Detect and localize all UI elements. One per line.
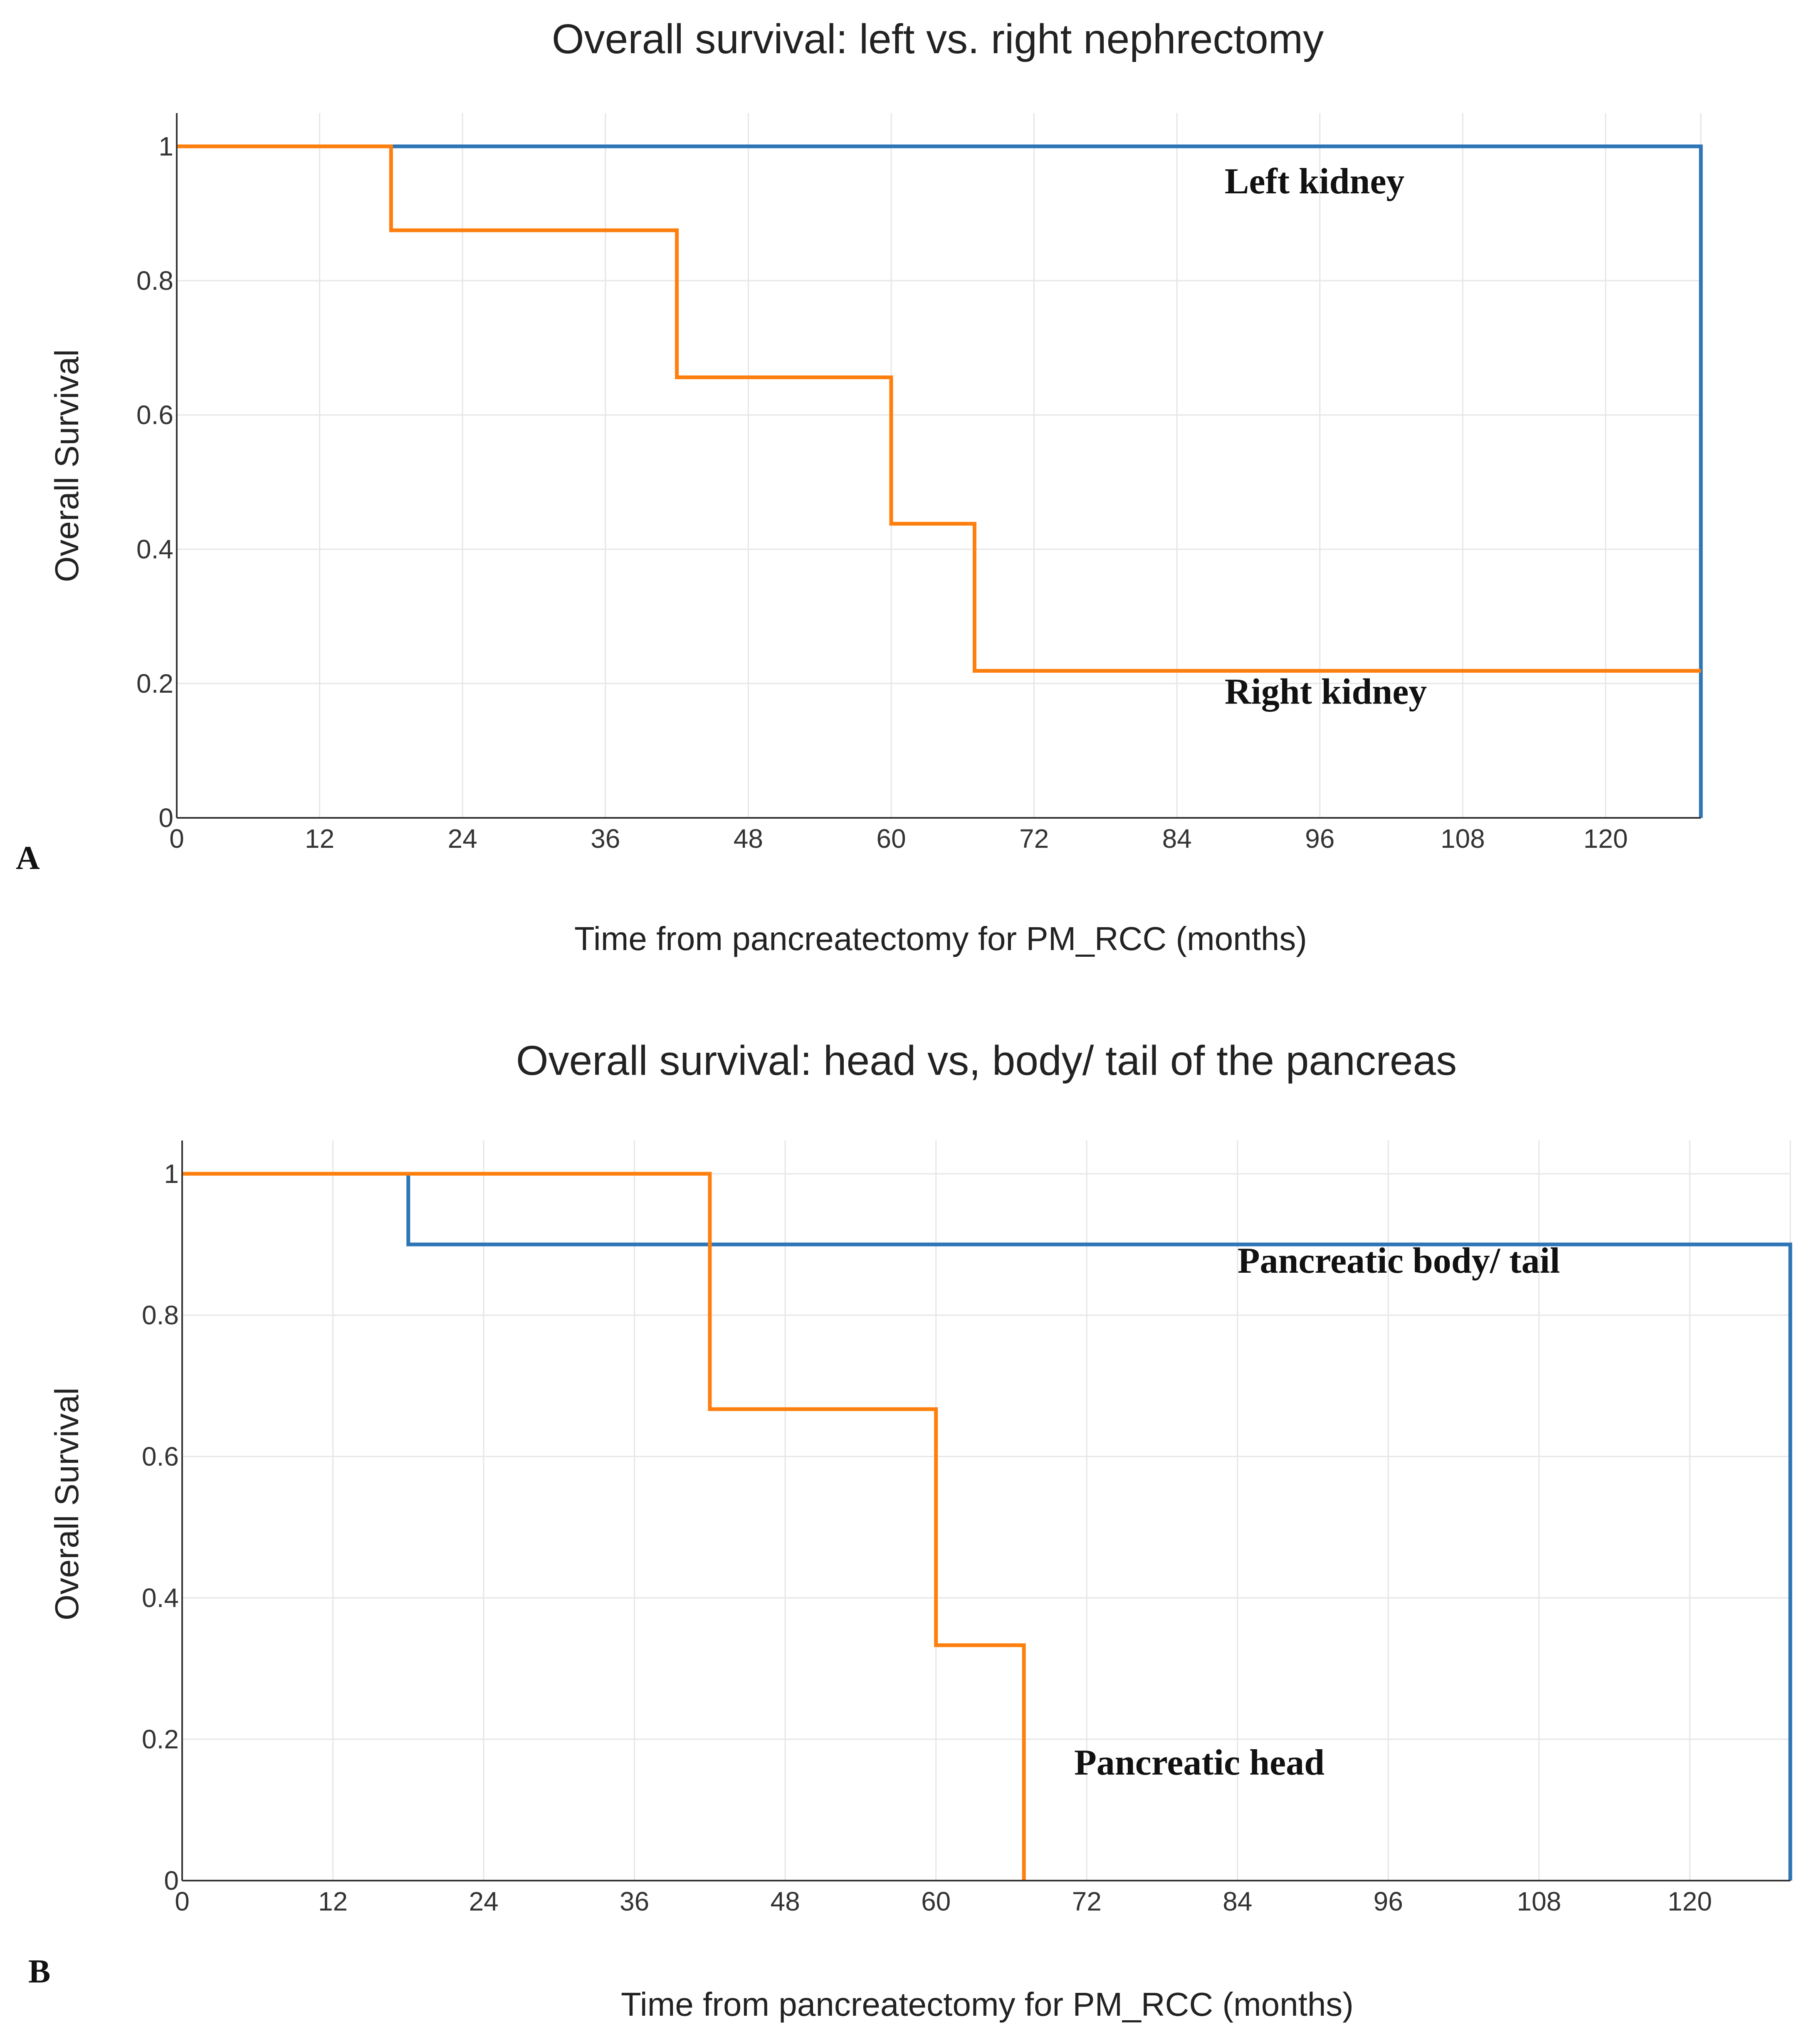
x-tick-label: 12 bbox=[318, 1886, 348, 1916]
annotations: Pancreatic body/ tail Pancreatic head bbox=[1074, 1241, 1560, 1783]
y-tick-label: 0.6 bbox=[142, 1442, 179, 1471]
x-tick-label: 96 bbox=[1305, 824, 1335, 854]
y-tick-label: 0 bbox=[158, 803, 173, 833]
x-tick-label: 72 bbox=[1072, 1886, 1102, 1916]
x-tick-label: 96 bbox=[1374, 1886, 1403, 1916]
series-line-pancreatic-head bbox=[182, 1172, 1026, 1881]
x-tick-label: 108 bbox=[1441, 824, 1485, 854]
series-group bbox=[177, 144, 1703, 818]
x-tick-label: 60 bbox=[921, 1886, 951, 1916]
series-line-left-kidney bbox=[177, 144, 1703, 818]
y-tick-label: 0.4 bbox=[142, 1583, 179, 1613]
x-tick-label: 72 bbox=[1019, 824, 1049, 854]
y-tick-label: 0.8 bbox=[142, 1300, 179, 1330]
x-tick-label: 108 bbox=[1517, 1886, 1561, 1916]
axes bbox=[181, 1140, 1790, 1881]
chart-title: Overall survival: left vs. right nephrec… bbox=[552, 16, 1324, 62]
series-line-right-kidney bbox=[177, 144, 1701, 673]
grid bbox=[177, 113, 1702, 818]
panel-label: A bbox=[16, 840, 40, 876]
panel-a: Overall survival: left vs. right nephrec… bbox=[16, 16, 1703, 957]
x-tick-label: 0 bbox=[175, 1886, 190, 1916]
ticks: 0 12 24 36 48 60 72 84 96 108 120 0 0.2 0.4 0.6 0.8 1 bbox=[136, 131, 1628, 854]
chart-title: Overall survival: head vs, body/ tail of… bbox=[516, 1037, 1457, 1084]
x-tick-label: 36 bbox=[591, 824, 620, 854]
x-axis-title: Time from pancreatectomy for PM_RCC (mon… bbox=[621, 1986, 1354, 2023]
series-label: Pancreatic head bbox=[1074, 1743, 1325, 1783]
y-tick-label: 0.4 bbox=[136, 534, 173, 564]
y-tick-label: 0 bbox=[164, 1866, 179, 1896]
y-tick-label: 1 bbox=[164, 1159, 179, 1189]
series-label: Left kidney bbox=[1225, 161, 1405, 202]
y-tick-label: 0.6 bbox=[136, 400, 173, 430]
x-tick-label: 120 bbox=[1584, 824, 1628, 854]
axes bbox=[176, 113, 1701, 819]
y-tick-label: 0.2 bbox=[142, 1724, 179, 1754]
grid bbox=[182, 1140, 1791, 1881]
panel-b: Overall survival: head vs, body/ tail of… bbox=[28, 1037, 1792, 2023]
y-tick-label: 0.8 bbox=[136, 266, 173, 296]
annotations: Left kidney Right kidney bbox=[1225, 161, 1427, 712]
x-tick-label: 84 bbox=[1223, 1886, 1252, 1916]
x-tick-label: 120 bbox=[1668, 1886, 1712, 1916]
y-tick-label: 1 bbox=[158, 131, 173, 161]
y-axis-title: Overall Survival bbox=[48, 349, 85, 582]
x-tick-label: 36 bbox=[620, 1886, 649, 1916]
ticks: 0 12 24 36 48 60 72 84 96 108 120 0 0.2 0.4 0.6 0.8 1 bbox=[142, 1159, 1712, 1916]
series-label: Pancreatic body/ tail bbox=[1238, 1241, 1560, 1281]
x-tick-label: 24 bbox=[469, 1886, 498, 1916]
y-axis-title: Overall Survival bbox=[48, 1387, 85, 1620]
x-tick-label: 24 bbox=[448, 824, 477, 854]
x-axis-title: Time from pancreatectomy for PM_RCC (mon… bbox=[574, 920, 1307, 957]
series-label: Right kidney bbox=[1225, 671, 1427, 712]
x-tick-label: 0 bbox=[169, 824, 184, 854]
x-tick-label: 60 bbox=[876, 824, 906, 854]
series-group bbox=[182, 1172, 1792, 1881]
x-tick-label: 12 bbox=[305, 824, 334, 854]
x-tick-label: 84 bbox=[1162, 824, 1192, 854]
y-tick-label: 0.2 bbox=[136, 669, 173, 699]
x-tick-label: 48 bbox=[734, 824, 763, 854]
panel-label: B bbox=[28, 1953, 50, 1990]
x-tick-label: 48 bbox=[771, 1886, 800, 1916]
